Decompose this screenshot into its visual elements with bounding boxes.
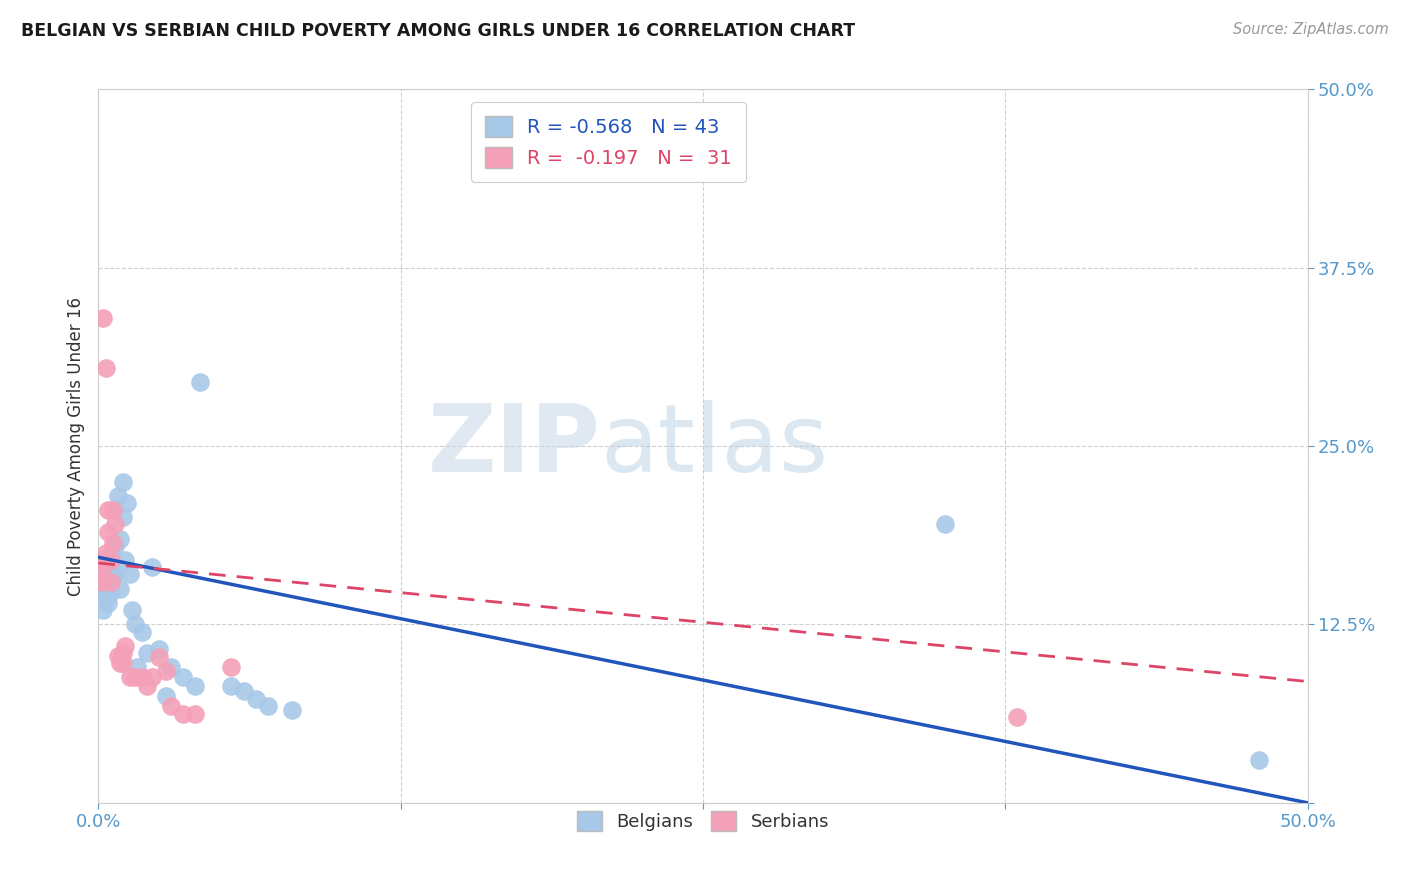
Point	[94, 546, 117, 560]
Point	[141, 670, 163, 684]
Point	[184, 679, 207, 693]
Point	[111, 646, 134, 660]
Point	[111, 510, 134, 524]
Point	[141, 560, 163, 574]
Point	[155, 689, 177, 703]
Point	[104, 517, 127, 532]
Point	[1249, 753, 1271, 767]
Point	[100, 553, 122, 567]
Point	[160, 660, 183, 674]
Point	[934, 517, 956, 532]
Point	[90, 584, 112, 599]
Text: Source: ZipAtlas.com: Source: ZipAtlas.com	[1233, 22, 1389, 37]
Point	[94, 589, 117, 603]
Point	[172, 707, 194, 722]
Point	[97, 524, 120, 539]
Point	[90, 574, 112, 589]
Text: ZIP: ZIP	[427, 400, 600, 492]
Point	[101, 567, 124, 582]
Point	[100, 574, 122, 589]
Point	[111, 656, 134, 670]
Point	[107, 489, 129, 503]
Point	[91, 556, 114, 570]
Point	[172, 670, 194, 684]
Point	[100, 574, 122, 589]
Point	[91, 310, 114, 325]
Point	[114, 639, 136, 653]
Point	[108, 582, 131, 596]
Point	[104, 567, 127, 582]
Point	[101, 503, 124, 517]
Point	[135, 679, 157, 693]
Point	[94, 574, 117, 589]
Point	[135, 646, 157, 660]
Point	[90, 565, 112, 579]
Point	[100, 584, 122, 599]
Point	[124, 617, 146, 632]
Text: BELGIAN VS SERBIAN CHILD POVERTY AMONG GIRLS UNDER 16 CORRELATION CHART: BELGIAN VS SERBIAN CHILD POVERTY AMONG G…	[21, 22, 855, 40]
Point	[107, 648, 129, 663]
Point	[127, 660, 149, 674]
Point	[90, 574, 112, 589]
Point	[221, 660, 243, 674]
Point	[131, 670, 153, 684]
Point	[108, 532, 131, 546]
Point	[101, 536, 124, 550]
Point	[148, 650, 170, 665]
Point	[117, 496, 139, 510]
Point	[104, 539, 127, 553]
Point	[188, 375, 211, 389]
Text: atlas: atlas	[600, 400, 828, 492]
Point	[101, 503, 124, 517]
Point	[121, 603, 143, 617]
Point	[184, 707, 207, 722]
Point	[148, 641, 170, 656]
Point	[90, 553, 112, 567]
Point	[91, 603, 114, 617]
Point	[114, 553, 136, 567]
Y-axis label: Child Poverty Among Girls Under 16: Child Poverty Among Girls Under 16	[66, 296, 84, 596]
Point	[118, 670, 141, 684]
Point	[221, 679, 243, 693]
Point	[281, 703, 304, 717]
Point	[124, 670, 146, 684]
Point	[111, 475, 134, 489]
Point	[91, 582, 114, 596]
Point	[97, 589, 120, 603]
Point	[160, 698, 183, 713]
Point	[94, 360, 117, 375]
Point	[97, 596, 120, 610]
Point	[256, 698, 278, 713]
Point	[155, 665, 177, 679]
Point	[94, 560, 117, 574]
Point	[118, 567, 141, 582]
Point	[131, 624, 153, 639]
Point	[1007, 710, 1029, 724]
Legend: Belgians, Serbians: Belgians, Serbians	[568, 802, 838, 840]
Point	[232, 684, 254, 698]
Point	[108, 656, 131, 670]
Point	[245, 691, 267, 706]
Point	[100, 546, 122, 560]
Point	[97, 503, 120, 517]
